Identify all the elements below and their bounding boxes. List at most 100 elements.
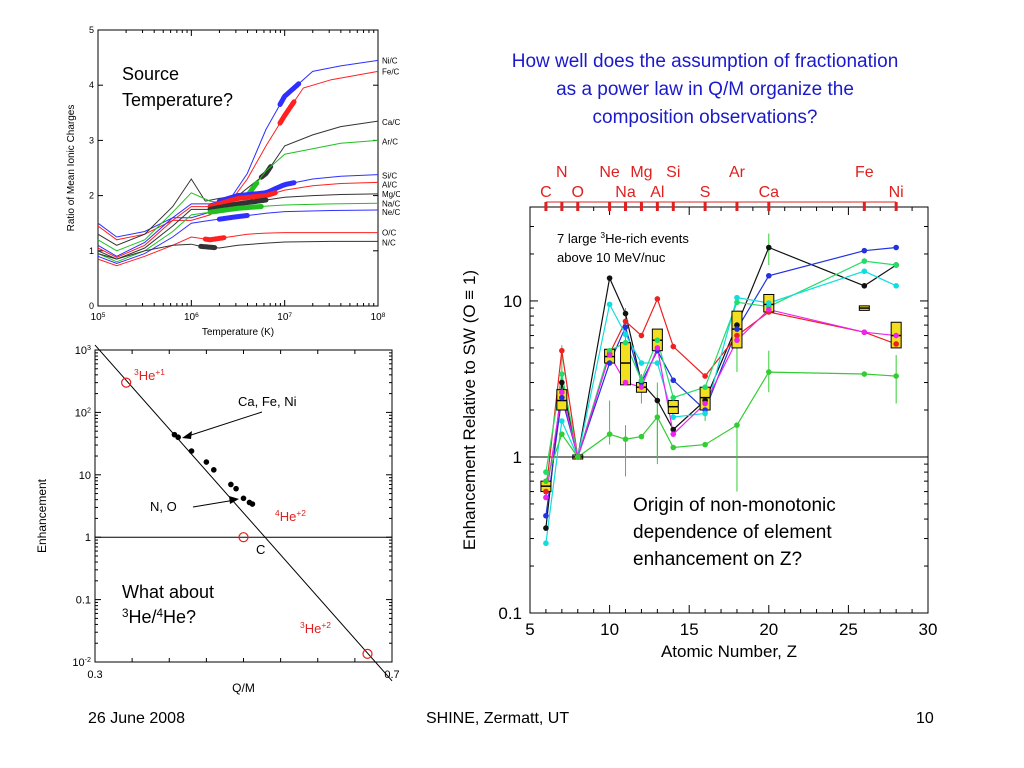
data-point: [249, 501, 256, 507]
data-point: [670, 343, 677, 350]
data-point: [543, 494, 549, 501]
series-line-ne-c: [97, 209, 379, 265]
series-label: Ne/C: [382, 208, 400, 217]
data-point: [861, 258, 868, 264]
data-point: [702, 400, 708, 407]
data-point: [559, 418, 565, 424]
x-tick-label: 10: [600, 620, 619, 639]
y-tick-label: 1: [85, 532, 91, 544]
data-point: [893, 373, 899, 379]
data-point: [670, 431, 677, 437]
data-point: [203, 459, 210, 465]
data-point: [622, 339, 629, 346]
x-tick-label: 107: [277, 312, 292, 324]
element-label-c: C: [540, 184, 552, 201]
series-label: Mg/C: [382, 190, 400, 199]
data-point: [622, 379, 629, 386]
data-point: [622, 310, 629, 317]
data-point: [188, 448, 195, 454]
data-point: [654, 337, 661, 344]
data-point: [638, 384, 645, 390]
he3-plus1-label: 3He+1: [134, 367, 165, 383]
y-tick-label: 102: [75, 406, 91, 419]
ca-fe-ni-arrowhead: [182, 431, 192, 439]
data-point: [670, 426, 677, 433]
element-marker: [894, 202, 898, 211]
events-annotation-line-1: 7 large 3He-rich events: [557, 230, 689, 246]
footer-page-number: 10: [916, 710, 934, 727]
element-marker: [862, 202, 866, 211]
y-tick-label: 5: [89, 25, 94, 35]
ca-fe-ni-label: Ca, Fe, Ni: [238, 394, 297, 409]
element-label-fe: Fe: [855, 164, 874, 181]
element-label-mg: Mg: [630, 164, 652, 181]
data-point: [638, 332, 645, 339]
element-marker: [624, 202, 628, 211]
data-point: [211, 467, 217, 473]
x-tick-label: 106: [184, 312, 199, 324]
data-point: [543, 478, 549, 484]
data-point: [734, 326, 740, 332]
data-point: [622, 324, 629, 330]
y-tick-label: 10-2: [72, 656, 91, 669]
series-thick-segment: [207, 204, 264, 215]
helium-point: [121, 377, 132, 388]
series-thick-segment: [277, 99, 297, 126]
x-tick-label: 15: [680, 620, 699, 639]
series-label: Si/C: [382, 172, 397, 181]
series-label: Ca/C: [382, 118, 400, 127]
event-series-line-2: [545, 246, 897, 516]
data-point: [622, 331, 629, 338]
data-point: [654, 296, 661, 302]
question-annotation-line-1: Origin of non-monotonic: [633, 495, 836, 516]
data-point: [734, 337, 740, 344]
data-point: [654, 397, 661, 404]
y-tick-label: 10: [503, 292, 522, 311]
y-tick-label: 1: [89, 246, 94, 256]
x-tick-label: 105: [91, 312, 106, 324]
data-point: [638, 433, 645, 440]
ionic-charge-ratio-chart: 0 1 2 3 4 5 105 106 107 108 Temperature (K) Ratio o…: [66, 25, 400, 338]
element-label-si: Si: [666, 164, 680, 181]
data-point: [543, 469, 549, 475]
element-marker: [576, 202, 580, 211]
footer-date: 26 June 2008: [88, 710, 185, 727]
series-thick-segment: [207, 197, 269, 212]
data-point: [766, 272, 772, 279]
data-point: [543, 488, 549, 495]
data-point: [638, 360, 645, 366]
element-label-ar: Ar: [729, 164, 746, 181]
data-point: [559, 389, 565, 396]
annotation-source: Source: [122, 64, 179, 84]
y-axis-label: Enhancement Relative to SW (O ≡ 1): [460, 270, 479, 550]
n-o-arrow: [192, 499, 236, 508]
c-label: C: [256, 542, 265, 557]
data-point: [766, 300, 772, 306]
x-tick-label: 20: [759, 620, 778, 639]
data-point: [734, 299, 740, 306]
data-point: [559, 347, 565, 354]
data-point: [233, 485, 239, 492]
series-thick-segment: [207, 190, 278, 210]
question-annotation-line-2: dependence of element: [633, 522, 832, 543]
data-point: [654, 414, 661, 420]
question-line-1: What about: [122, 582, 214, 602]
events-annotation-line-2: above 10 MeV/nuc: [557, 250, 666, 265]
data-point: [766, 306, 772, 313]
series-label: Ni/C: [382, 56, 398, 65]
data-point: [734, 422, 740, 428]
data-point: [559, 371, 565, 377]
data-point: [766, 244, 772, 251]
element-marker: [671, 202, 675, 211]
element-label-al: Al: [650, 184, 664, 201]
data-point: [175, 434, 181, 441]
he3-plus2-label: 3He+2: [300, 620, 331, 636]
element-marker: [608, 202, 612, 211]
slide-title: How well does the assumption of fraction…: [455, 48, 955, 132]
annotation-temperature: Temperature?: [122, 90, 233, 110]
title-line-3: composition observations?: [592, 107, 818, 128]
data-point: [766, 369, 772, 375]
y-tick-label: 4: [89, 80, 94, 90]
data-point: [861, 268, 868, 275]
